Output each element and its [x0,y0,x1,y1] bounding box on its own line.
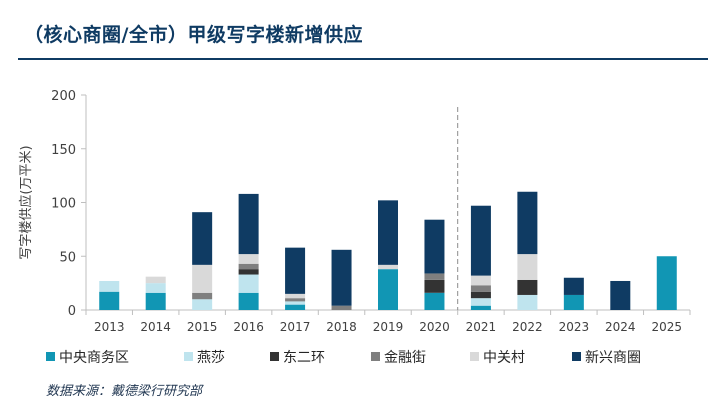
bar-segment [378,200,398,265]
y-tick-label: 150 [51,143,76,158]
bar-segment [470,285,491,292]
title-underline [18,58,708,60]
bar-segment [331,249,352,306]
x-tick-label: 2024 [605,320,636,334]
x-tick-label: 2015 [187,320,218,334]
legend-label: 中关村 [483,350,525,366]
bar-segment [424,292,445,310]
bar-segment [285,301,306,305]
bar-segment [238,263,259,270]
x-tick-label: 2016 [233,320,264,334]
legend-label: 金融街 [384,350,426,366]
bar-segment [145,283,166,293]
bar-segment [238,274,259,293]
bar-segment [517,254,538,280]
y-tick-label: 50 [59,250,76,265]
bar-segment [192,292,213,300]
x-tick-label: 2019 [373,320,404,334]
bar-segment [424,219,445,274]
x-tick-label: 2023 [559,320,590,334]
source-note: 数据来源：戴德梁行研究部 [46,384,203,399]
legend-swatch [470,352,479,361]
bar-segment [424,279,445,293]
bar-segment [378,264,398,270]
bar-segment [378,269,398,310]
bar-segment [99,291,120,310]
bar-segment [470,305,491,310]
bar-segment [238,269,259,275]
chart-title: （核心商圈/全市）甲级写字楼新增供应 [24,24,363,46]
bar-segment [517,191,538,255]
x-tick-label: 2014 [140,320,171,334]
bar-segment [331,305,352,310]
bar-segment [192,264,213,293]
legend-swatch [270,352,279,361]
bar-segment [238,193,259,255]
bar-segment [285,298,306,302]
bar-segment [517,279,538,295]
x-tick-label: 2018 [326,320,357,334]
x-tick-label: 2020 [419,320,450,334]
bar-segment [470,291,491,299]
bar-segment [470,298,491,306]
x-tick-label: 2017 [280,320,311,334]
y-axis-label: 写字楼供应(万平米) [18,145,34,259]
x-tick-label: 2013 [94,320,125,334]
bar-segment [192,212,213,265]
legend-label: 燕莎 [197,350,225,366]
bar-segment [656,256,677,310]
x-tick-label: 2025 [651,320,682,334]
bar-segment [238,292,259,310]
bar-segment [285,304,306,310]
bar-segment [470,205,491,276]
legend-swatch [184,352,193,361]
bar-segment [192,299,213,310]
bar-segment [563,294,584,310]
legend-swatch [371,352,380,361]
bar-segment [285,247,306,294]
bar-segment [424,273,445,280]
bar-segment [563,277,584,295]
bar-segment [145,292,166,310]
bar-segment [238,254,259,264]
bar-segment [285,293,306,299]
bar-segment [99,280,120,292]
bar-segment [145,276,166,284]
legend-label: 新兴商圈 [585,350,641,366]
bar-segment [610,280,631,310]
legend-swatch [46,352,55,361]
legend-label: 东二环 [283,350,325,366]
bar-segment [470,275,491,286]
y-tick-label: 0 [68,304,76,319]
y-tick-label: 200 [51,89,76,104]
legend-label: 中央商务区 [59,350,129,366]
x-tick-label: 2022 [512,320,543,334]
bar-segment [517,294,538,310]
x-tick-label: 2021 [466,320,497,334]
legend-swatch [572,352,581,361]
y-tick-label: 100 [51,197,76,212]
